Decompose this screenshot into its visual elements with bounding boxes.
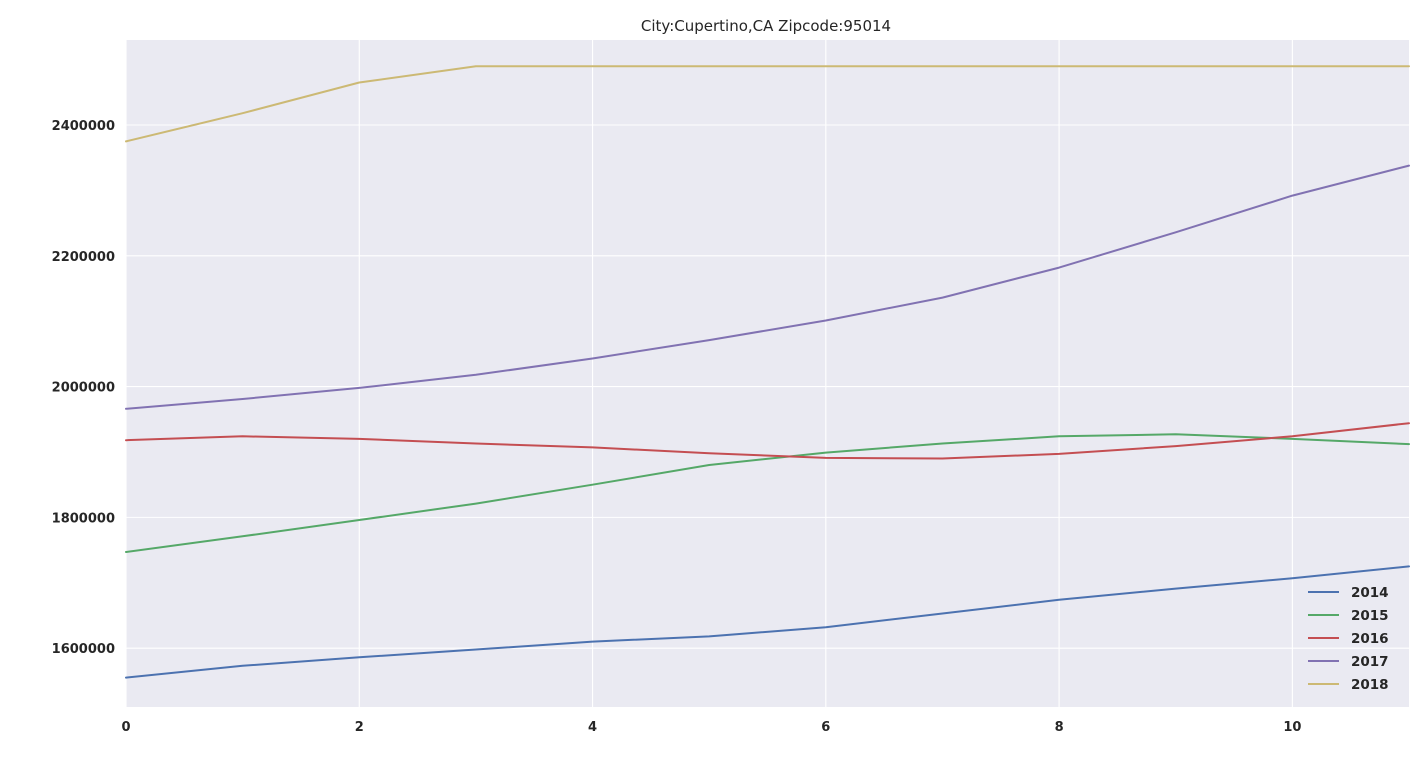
y-tick-label: 1800000 (52, 511, 115, 526)
series-line-2015 (125, 433, 1410, 553)
x-tick-label: 0 (121, 720, 130, 735)
y-tick-label: 2400000 (52, 119, 115, 134)
legend-item-2015: 2015 (1308, 608, 1389, 624)
series-line-2016 (125, 422, 1410, 460)
x-axis-ticks: 0 2 4 6 8 10 (121, 720, 1301, 735)
plot-background (126, 40, 1409, 707)
series-line-2018 (125, 65, 1410, 143)
legend-label: 2017 (1351, 654, 1389, 670)
x-tick-label: 6 (821, 720, 830, 735)
y-tick-label: 1600000 (52, 642, 115, 657)
legend-item-2017: 2017 (1308, 654, 1389, 670)
legend-label: 2016 (1351, 631, 1389, 647)
x-tick-label: 4 (588, 720, 597, 735)
series-line-2014 (125, 565, 1410, 679)
grid-lines (125, 40, 1409, 707)
legend-item-2016: 2016 (1308, 631, 1389, 647)
series-line-2017 (125, 164, 1410, 410)
x-tick-label: 8 (1055, 720, 1064, 735)
legend-item-2014: 2014 (1308, 585, 1389, 601)
series-lines (125, 65, 1410, 679)
x-tick-label: 10 (1283, 720, 1301, 735)
y-tick-label: 2000000 (52, 381, 115, 396)
legend-label: 2015 (1351, 608, 1389, 624)
y-tick-label: 2200000 (52, 250, 115, 265)
chart-title: City:Cupertino,CA Zipcode:95014 (641, 17, 891, 35)
x-tick-label: 2 (355, 720, 364, 735)
y-axis-ticks: 1600000 1800000 2000000 2200000 2400000 (52, 119, 115, 657)
legend: 2014 2015 2016 2017 2018 (1308, 585, 1389, 693)
legend-item-2018: 2018 (1308, 677, 1389, 693)
legend-label: 2014 (1351, 585, 1389, 601)
legend-label: 2018 (1351, 677, 1389, 693)
